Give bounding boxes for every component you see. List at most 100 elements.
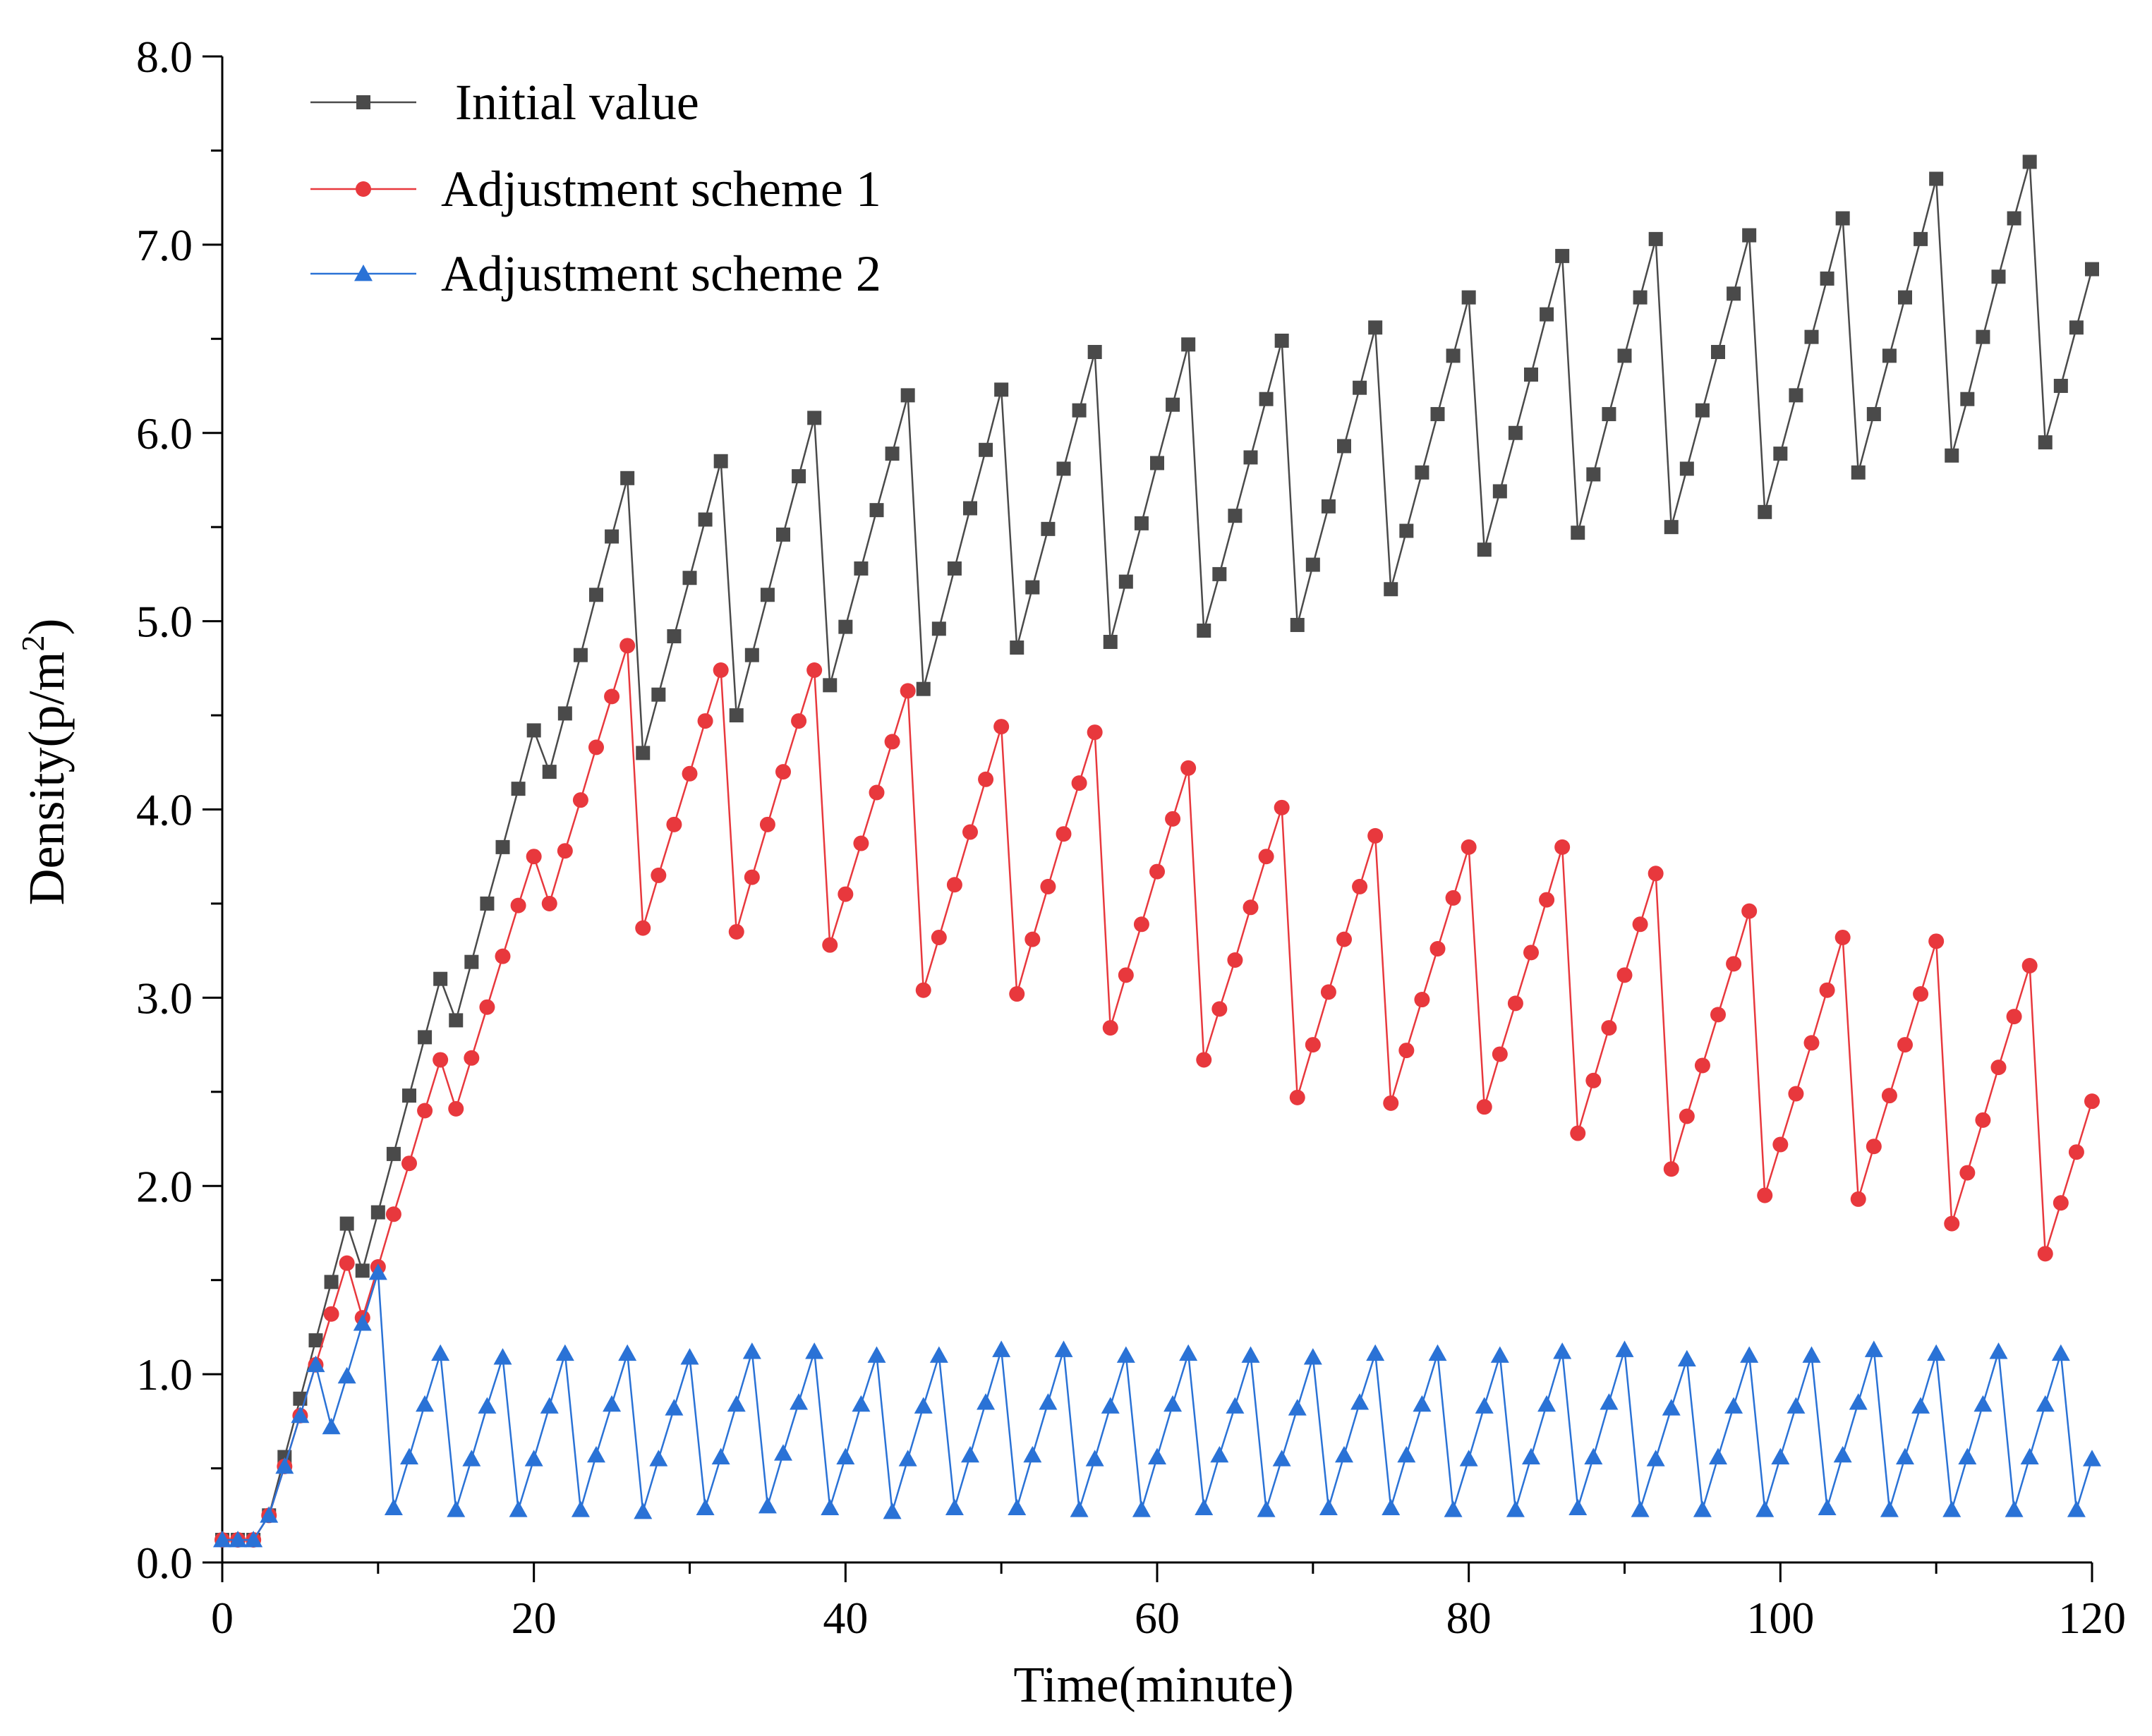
series-2-point	[1928, 933, 1945, 949]
series-1	[215, 154, 2099, 1547]
series-3-point	[1553, 1342, 1572, 1359]
series-3-point	[1132, 1500, 1151, 1517]
series-2-point	[495, 948, 511, 964]
series-1-point	[355, 1263, 370, 1278]
series-3-point	[1303, 1348, 1322, 1365]
series-1-point	[1991, 269, 2006, 284]
series-3-point	[1849, 1393, 1868, 1410]
series-2-point	[1819, 982, 1835, 998]
series-3-point	[1085, 1450, 1104, 1467]
series-3-point	[462, 1450, 481, 1467]
series-2-point	[1866, 1139, 1882, 1155]
series-1-point	[1960, 391, 1975, 406]
x-tick-label: 0	[211, 1593, 234, 1643]
series-2-point	[1024, 931, 1041, 947]
series-2-point	[2006, 1009, 2022, 1025]
series-3-point	[1366, 1344, 1385, 1361]
series-3-point	[821, 1498, 840, 1516]
series-1-point	[2038, 435, 2053, 450]
series-1-point	[1259, 391, 1274, 406]
series-1-point	[1399, 523, 1414, 538]
x-tick-label: 20	[512, 1593, 557, 1643]
series-3-point	[1195, 1498, 1214, 1516]
series-3-point	[758, 1496, 777, 1514]
series-2-point	[1507, 995, 1523, 1012]
series-1-point	[698, 512, 713, 527]
y-tick-label: 3.0	[136, 973, 193, 1023]
series-3-point	[1116, 1346, 1135, 1363]
series-2-point	[1523, 945, 1539, 961]
series-3-point	[1631, 1500, 1650, 1517]
series-3-point	[1646, 1450, 1665, 1467]
legend-item-2: Adjustment scheme 1	[310, 161, 881, 217]
series-1-point	[526, 723, 541, 738]
series-3-point	[1319, 1498, 1338, 1516]
series-2-point	[900, 683, 916, 699]
series-3-point	[1444, 1500, 1463, 1517]
series-2-point	[572, 792, 588, 808]
series-3-point	[1724, 1397, 1743, 1414]
series-3-point	[1506, 1500, 1525, 1517]
series-3-point	[509, 1500, 528, 1517]
series-3-point	[992, 1340, 1011, 1357]
series-2-point	[962, 824, 978, 840]
series-2-point	[1694, 1057, 1710, 1074]
series-3-point	[634, 1502, 653, 1519]
series-2-point	[2053, 1195, 2069, 1211]
series-2-point	[1040, 878, 1056, 894]
series-3-point	[618, 1344, 637, 1361]
series-3-point	[1226, 1397, 1245, 1414]
series-1-point	[370, 1205, 385, 1220]
series-1-point	[464, 954, 479, 969]
series-3	[213, 1263, 2101, 1548]
series-3-point	[1818, 1498, 1837, 1516]
series-3-point	[1802, 1346, 1821, 1363]
series-3-point	[1537, 1395, 1556, 1412]
series-2-point	[1429, 940, 1446, 957]
series-3-point	[1475, 1397, 1494, 1414]
series-1-point	[1461, 290, 1476, 305]
series-2-point	[1258, 849, 1274, 865]
series-3-point	[1693, 1500, 1712, 1517]
series-3-point	[244, 1530, 263, 1548]
series-1-point	[589, 588, 603, 602]
series-1-point	[1882, 348, 1897, 363]
series-3-point	[1677, 1349, 1696, 1367]
series-1-point	[1243, 450, 1258, 465]
series-1-point	[1679, 461, 1694, 476]
series-3-point	[711, 1447, 730, 1464]
series-2-point	[385, 1206, 401, 1222]
series-3-point	[2051, 1344, 2070, 1361]
series-2-point	[588, 739, 604, 755]
series-1-point	[2022, 154, 2037, 169]
series-3-point	[898, 1450, 917, 1467]
series-2-point	[1850, 1191, 1866, 1207]
series-3-point	[929, 1346, 948, 1363]
series-2-point	[1461, 839, 1477, 855]
series-2-point	[1289, 1089, 1305, 1105]
series-3-point	[524, 1450, 543, 1467]
x-tick-label: 120	[2058, 1593, 2126, 1643]
series-3-point	[493, 1348, 512, 1365]
series-2-point	[1367, 827, 1384, 844]
series-1-point	[1789, 388, 1803, 403]
series-3-point	[1413, 1395, 1432, 1412]
series-3-point	[1288, 1399, 1307, 1416]
series-1-point	[1010, 640, 1024, 655]
series-1-point	[792, 469, 806, 484]
series-line-2	[222, 645, 2093, 1541]
series-2-point	[339, 1255, 355, 1271]
series-2-point	[1741, 903, 1758, 919]
series-1-point	[1898, 290, 1912, 305]
series-3-point	[1163, 1395, 1183, 1412]
series-1-point	[1555, 248, 1570, 263]
series-3-point	[2036, 1395, 2055, 1412]
series-3-point	[1241, 1346, 1260, 1363]
series-1-point	[542, 765, 557, 779]
series-2-point	[946, 877, 962, 893]
series-2-point	[1165, 811, 1181, 827]
series-3-point	[1101, 1397, 1120, 1414]
series-1-point	[1835, 211, 1850, 226]
series-3-point	[1787, 1397, 1806, 1414]
series-3-point	[2005, 1500, 2024, 1517]
